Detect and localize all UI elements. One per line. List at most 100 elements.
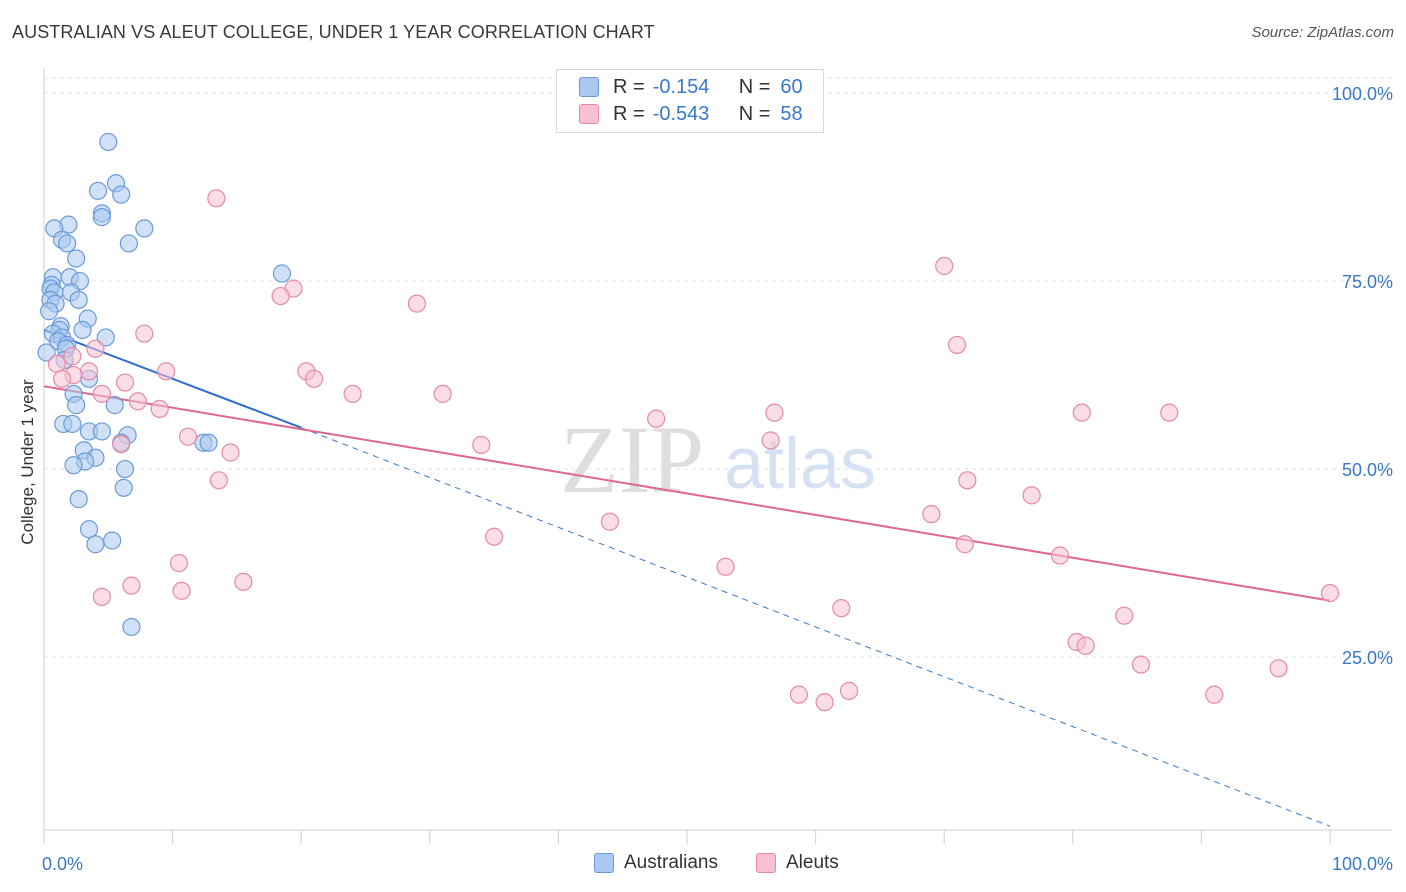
data-point-australians xyxy=(92,208,111,227)
x-tick-label: 0.0% xyxy=(42,854,83,874)
data-point-aleuts xyxy=(122,576,141,595)
data-point-australians xyxy=(92,422,111,441)
stats-legend: R = -0.154 N = 60 R = -0.543 N = 58 xyxy=(556,69,824,133)
data-point-aleuts xyxy=(815,693,834,712)
data-point-australians xyxy=(135,219,154,238)
data-point-aleuts xyxy=(407,294,427,313)
data-point-australians xyxy=(199,433,218,452)
data-point-australians xyxy=(69,490,88,509)
data-point-aleuts xyxy=(128,392,147,411)
data-point-aleuts xyxy=(472,435,491,455)
y-tick-label: 100.0% xyxy=(1332,84,1393,104)
x-tick-label: 100.0% xyxy=(1332,854,1393,874)
legend-n-label: N = xyxy=(738,75,771,98)
data-point-australians xyxy=(115,459,135,479)
watermark-atlas: atlas xyxy=(724,424,876,504)
data-point-aleuts xyxy=(221,443,240,462)
data-point-australians xyxy=(73,320,92,340)
legend-r-value: -0.154 xyxy=(652,75,710,98)
y-tick-label: 25.0% xyxy=(1342,648,1393,668)
data-point-australians xyxy=(112,185,131,204)
data-point-aleuts xyxy=(1269,659,1288,678)
data-point-aleuts xyxy=(150,399,169,418)
data-point-aleuts xyxy=(958,471,977,490)
legend-r-label: R = xyxy=(613,102,645,125)
data-point-aleuts xyxy=(1160,403,1179,422)
data-point-aleuts xyxy=(52,369,72,388)
data-point-australians xyxy=(67,396,86,415)
data-point-aleuts xyxy=(647,409,666,428)
data-point-australians xyxy=(86,535,105,554)
legend-swatch-australians xyxy=(594,853,614,873)
data-point-aleuts xyxy=(1022,486,1041,505)
data-point-australians xyxy=(63,414,82,434)
data-point-aleuts xyxy=(115,373,135,392)
data-point-australians xyxy=(79,520,99,539)
data-point-aleuts xyxy=(234,572,253,591)
data-point-aleuts xyxy=(761,431,780,450)
data-point-aleuts xyxy=(304,369,324,388)
data-point-australians xyxy=(69,290,88,309)
data-point-australians xyxy=(67,249,86,268)
data-point-aleuts xyxy=(1131,655,1151,674)
series-legend-label: Australians xyxy=(624,852,718,873)
data-point-aleuts xyxy=(1205,685,1224,704)
series-legend-aleuts[interactable]: Aleuts xyxy=(756,852,839,874)
data-point-australians xyxy=(122,617,141,637)
legend-n-label: N = xyxy=(738,102,771,125)
legend-row-aleuts: R = -0.543 N = 58 xyxy=(579,102,803,126)
data-point-australians xyxy=(40,302,59,321)
data-points xyxy=(37,132,1340,712)
data-point-australians xyxy=(96,328,115,347)
chart-title: AUSTRALIAN VS ALEUT COLLEGE, UNDER 1 YEA… xyxy=(12,22,655,42)
data-point-aleuts xyxy=(343,384,362,403)
data-point-aleuts xyxy=(157,362,176,381)
legend-n-value: 58 xyxy=(780,102,803,125)
trend-line-aleuts xyxy=(43,385,1331,602)
data-point-aleuts xyxy=(716,557,735,576)
data-point-aleuts xyxy=(839,681,859,700)
trend-line-australians-extended xyxy=(301,427,1331,827)
data-point-aleuts xyxy=(172,581,191,600)
data-point-aleuts xyxy=(485,527,504,546)
legend-r-value: -0.543 xyxy=(652,102,710,125)
y-axis-label: College, Under 1 year xyxy=(18,379,37,545)
data-point-australians xyxy=(64,456,83,475)
y-tick-label: 75.0% xyxy=(1342,272,1393,292)
data-point-aleuts xyxy=(1076,636,1095,655)
data-point-aleuts xyxy=(832,599,851,618)
legend-row-australians: R = -0.154 N = 60 xyxy=(579,75,803,99)
data-point-australians xyxy=(272,264,292,283)
legend-n-value: 60 xyxy=(780,75,803,98)
data-point-aleuts xyxy=(947,335,967,355)
data-point-aleuts xyxy=(112,435,131,454)
watermark: ZIP atlas xyxy=(560,406,876,513)
legend-swatch-aleuts xyxy=(756,853,776,873)
data-point-aleuts xyxy=(1072,403,1091,422)
axes xyxy=(43,68,1392,844)
series-legend-australians[interactable]: Australians xyxy=(594,852,718,874)
data-point-aleuts xyxy=(178,427,198,446)
data-point-aleuts xyxy=(92,587,111,606)
data-point-aleuts xyxy=(922,505,941,524)
series-legend-label: Aleuts xyxy=(786,852,839,873)
data-point-australians xyxy=(103,531,122,550)
data-point-aleuts xyxy=(271,286,290,306)
data-point-aleuts xyxy=(600,512,619,531)
data-point-australians xyxy=(37,343,56,362)
data-point-aleuts xyxy=(135,324,154,343)
source-label: Source: ZipAtlas.com xyxy=(1251,24,1394,41)
watermark-zip: ZIP xyxy=(560,406,704,513)
data-point-aleuts xyxy=(433,384,452,403)
data-point-aleuts xyxy=(79,362,99,381)
data-point-aleuts xyxy=(86,339,105,358)
data-point-aleuts xyxy=(63,347,82,366)
data-point-australians xyxy=(105,396,124,415)
data-point-australians xyxy=(58,234,77,253)
data-point-aleuts xyxy=(935,256,954,276)
data-point-aleuts xyxy=(1320,584,1340,603)
data-point-aleuts xyxy=(92,384,111,403)
data-point-australians xyxy=(88,181,108,200)
data-point-aleuts xyxy=(169,553,189,573)
